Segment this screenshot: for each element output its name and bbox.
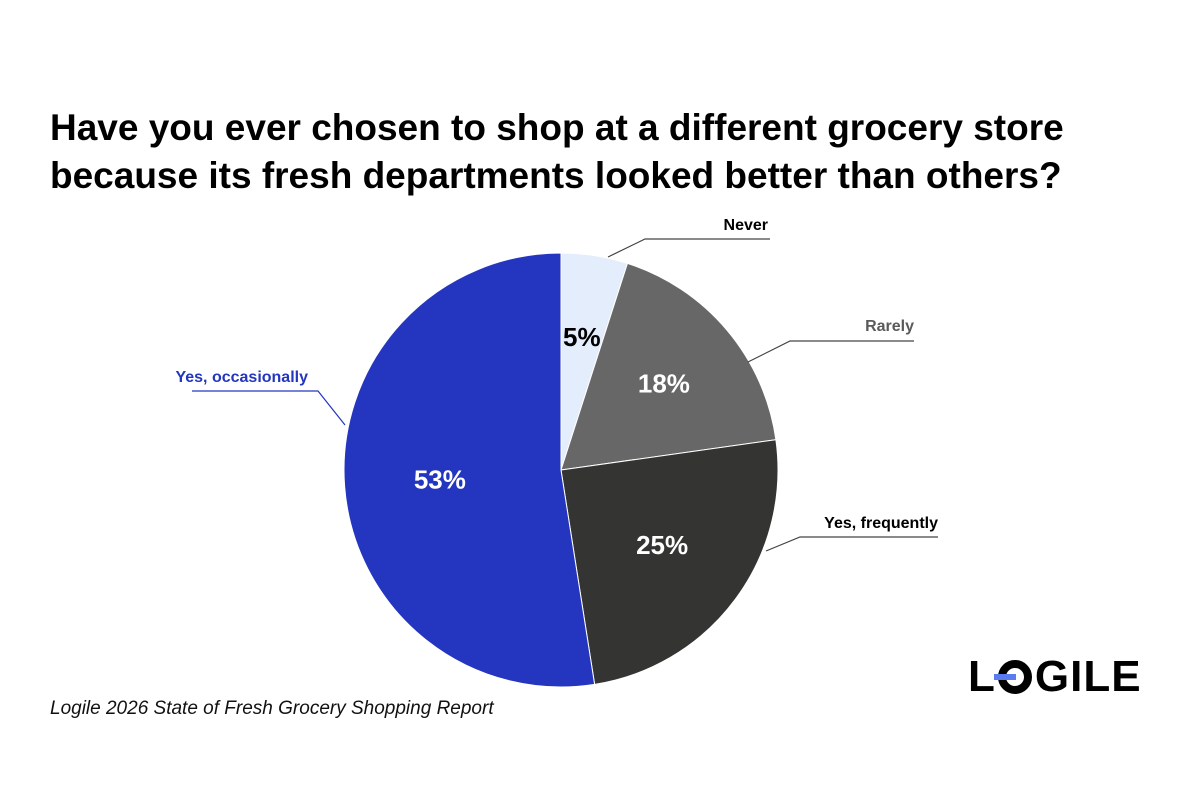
category-labels: Never Rarely Yes, frequently Yes, occasiona…	[175, 217, 938, 532]
chart-title: Have you ever chosen to shop at a differ…	[50, 107, 1064, 196]
value-label-yes-occasionally: 53%	[414, 464, 466, 494]
source-caption: Logile 2026 State of Fresh Grocery Shopp…	[50, 698, 494, 719]
category-label-rarely: Rarely	[865, 318, 914, 335]
logo-text-start: L	[968, 652, 996, 701]
value-label-yes-frequently: 25%	[636, 530, 688, 560]
category-label-yes-occasionally: Yes, occasionally	[175, 369, 308, 386]
leader-line-never	[607, 238, 770, 258]
logo-text-end: GILE	[1034, 652, 1142, 701]
logile-o-mark-icon	[993, 660, 1032, 694]
pie-slices	[343, 252, 779, 688]
value-labels: 5% 18% 25% 53%	[414, 322, 690, 560]
leader-line-rarely	[747, 340, 914, 363]
leader-line-yes-frequently	[765, 536, 938, 552]
leader-line-yes-occasionally	[192, 390, 346, 426]
category-label-yes-frequently: Yes, frequently	[824, 515, 938, 532]
logile-logo: L GILE	[968, 652, 1142, 701]
pie-slice-rarely	[560, 262, 777, 471]
value-label-rarely: 18%	[638, 368, 690, 398]
leader-lines	[192, 238, 938, 552]
pie-slice-yes-occasionally	[343, 252, 596, 688]
pie-slice-yes-frequently	[560, 439, 779, 685]
logo-accent-bar	[993, 674, 1016, 680]
value-label-never: 5%	[563, 322, 601, 352]
category-label-never: Never	[724, 217, 768, 234]
